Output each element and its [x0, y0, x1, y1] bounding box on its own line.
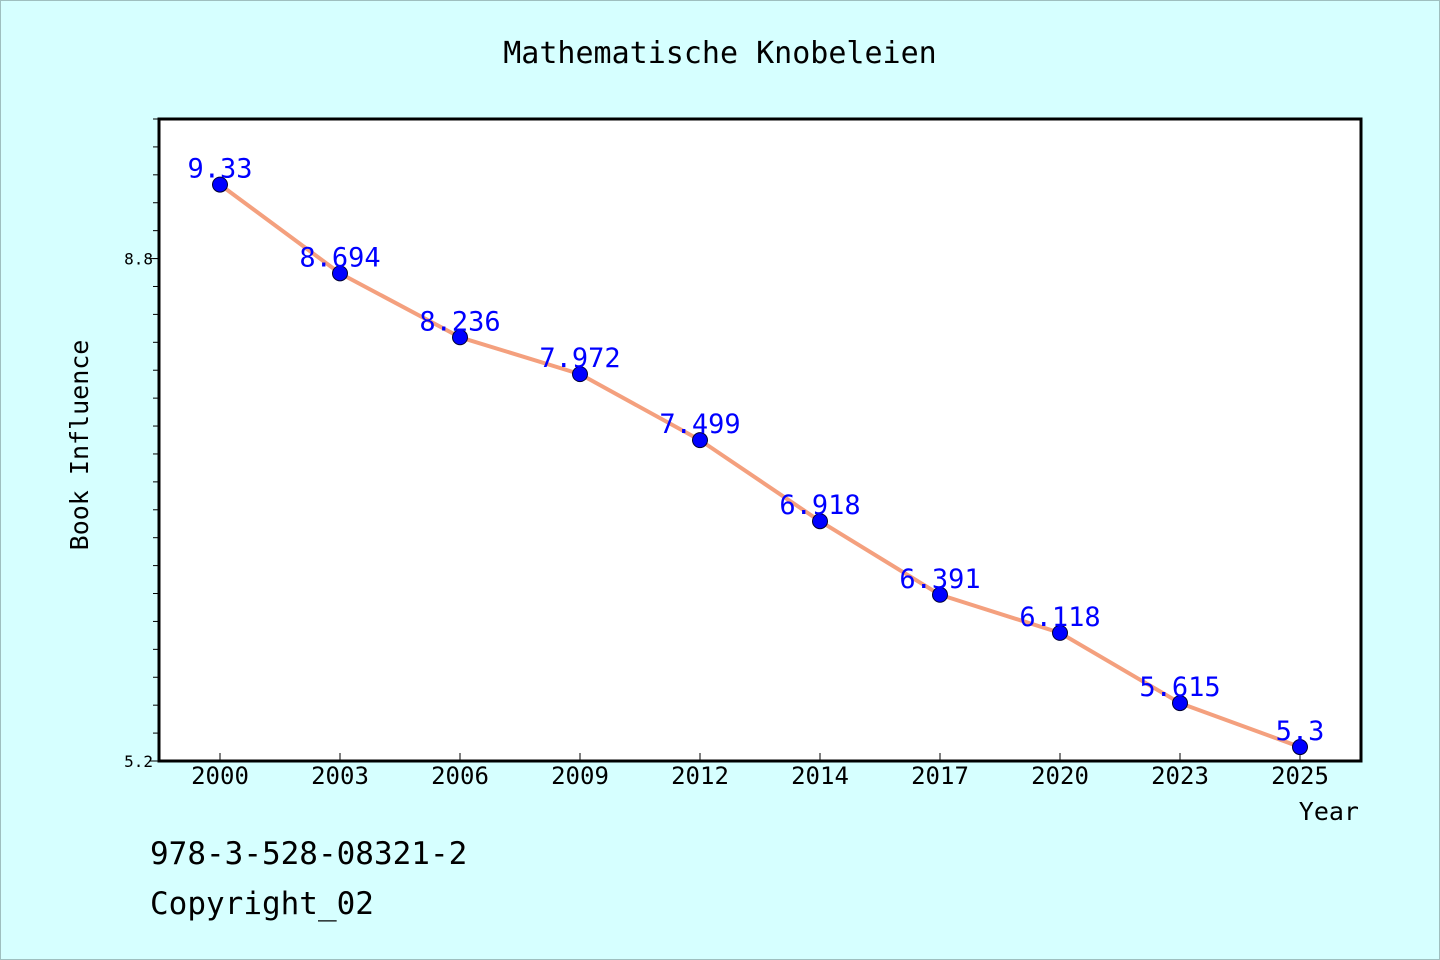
x-axis-label: Year — [1299, 797, 1359, 826]
data-label: 6.118 — [1019, 602, 1100, 633]
data-point — [1172, 695, 1188, 712]
data-point — [1292, 739, 1308, 756]
data-point — [692, 432, 708, 449]
data-label: 7.499 — [659, 409, 740, 440]
data-label: 7.972 — [539, 343, 620, 374]
data-label: 6.918 — [779, 490, 860, 521]
copyright-text: Copyright_02 — [150, 886, 374, 922]
data-label: 5.615 — [1139, 672, 1220, 703]
x-tick-label: 2017 — [911, 762, 969, 790]
data-labels: 9.33 8.694 8.236 7.972 7.499 6.918 6.391 6.118 5… — [187, 154, 1324, 747]
data-label: 6.391 — [899, 564, 980, 595]
x-tick-label: 2003 — [311, 762, 369, 790]
chart-title: Mathematische Knobeleien — [503, 36, 936, 71]
x-tick-label: 2009 — [551, 762, 609, 790]
data-point — [812, 513, 828, 530]
data-label: 5.3 — [1276, 716, 1325, 747]
x-tick-label: 2025 — [1271, 762, 1329, 790]
plot-area — [157, 117, 1363, 763]
data-markers — [212, 176, 1308, 756]
x-tick-label: 2000 — [191, 762, 249, 790]
data-point — [212, 176, 228, 193]
data-point — [932, 586, 948, 603]
y-major-ticks: 8.8 5.2 — [124, 250, 159, 771]
series-line — [218, 182, 1301, 749]
x-ticks: 2000 2003 2006 2009 2012 2014 2017 2020 2023 2025 — [191, 753, 1329, 790]
x-tick-label: 2020 — [1031, 762, 1089, 790]
x-tick-label: 2014 — [791, 762, 849, 790]
data-label: 8.694 — [299, 242, 380, 273]
data-label: 8.236 — [419, 306, 500, 337]
data-label: 9.33 — [187, 154, 252, 185]
y-tick-label: 8.8 — [124, 250, 153, 269]
x-tick-label: 2012 — [671, 762, 729, 790]
isbn-text: 978-3-528-08321-2 — [150, 836, 467, 872]
y-tick-label: 5.2 — [124, 752, 153, 771]
data-point — [452, 329, 468, 346]
x-tick-label: 2006 — [431, 762, 489, 790]
data-point — [1052, 624, 1068, 641]
y-minor-ticks — [153, 118, 159, 762]
x-tick-label: 2023 — [1151, 762, 1209, 790]
data-point — [572, 366, 588, 383]
data-point — [332, 265, 348, 282]
y-axis-label: Book Influence — [65, 340, 94, 551]
